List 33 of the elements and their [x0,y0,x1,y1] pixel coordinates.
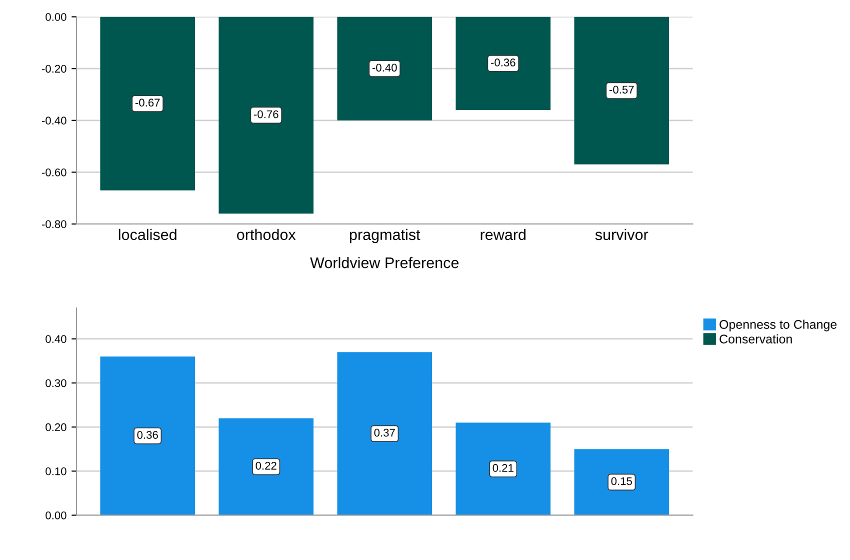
legend-label: Conservation [720,334,792,344]
data-label: -0.67 [135,98,160,107]
data-label: -0.76 [254,110,278,118]
x-axis-title: Worldview Preference [310,256,459,268]
y-tick-label: 0.00 [46,511,66,520]
y-tick-label: -0.60 [42,168,66,176]
x-tick-label: reward [480,228,526,240]
bar [100,356,196,516]
x-tick-label: orthodox [237,228,296,240]
y-tick-label: -0.40 [42,116,66,125]
data-label: -0.36 [490,58,516,66]
x-tick-label: survivor [595,228,648,240]
y-tick-label: -0.20 [42,64,66,73]
y-tick-label: 0.10 [46,467,66,476]
legend-label: Openness to Change [720,320,837,332]
data-label: 0.37 [374,428,395,437]
y-tick-label: -0.80 [42,220,66,228]
data-label: -0.40 [372,64,397,72]
data-label: 0.21 [492,464,514,472]
data-label: 0.36 [137,430,158,439]
y-tick-label: 0.40 [46,335,66,343]
x-tick-label: localised [118,228,176,240]
data-label: -0.57 [609,86,634,94]
bar [337,352,432,516]
y-tick-label: 0.00 [46,13,66,21]
bar [218,418,314,516]
data-label: 0.22 [256,462,276,470]
y-tick-label: 0.20 [46,423,66,432]
y-tick-label: 0.30 [46,379,66,388]
bar [574,449,670,516]
data-label: 0.15 [611,477,632,486]
x-tick-label: pragmatist [350,228,420,244]
bar [456,422,551,516]
